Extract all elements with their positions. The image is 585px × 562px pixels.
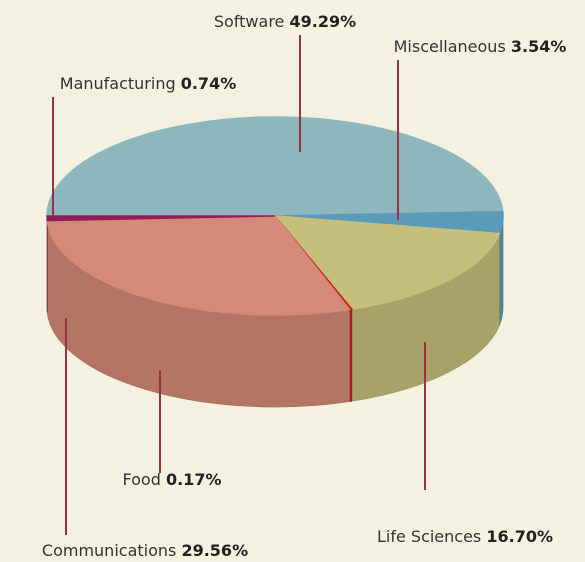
slice-name: Life Sciences	[377, 527, 481, 546]
slice-name: Miscellaneous	[394, 37, 506, 56]
slice-value: 3.54%	[511, 37, 567, 56]
slice-value: 49.29%	[289, 12, 356, 31]
slice-name: Communications	[42, 541, 176, 560]
slice	[46, 215, 276, 222]
slice-value: 16.70%	[486, 527, 553, 546]
slice	[273, 215, 501, 311]
slice-label: Life Sciences 16.70%	[377, 527, 553, 546]
slice-value: 29.56%	[181, 541, 248, 560]
slice-label: Software 49.29%	[214, 12, 356, 31]
slice-value: 0.74%	[181, 74, 237, 93]
slice-label: Miscellaneous 3.54%	[394, 37, 567, 56]
slice	[46, 215, 351, 316]
slice-label: Manufacturing 0.74%	[60, 74, 236, 93]
slice-name: Food	[123, 470, 161, 489]
side-walls	[46, 215, 504, 408]
slice-name: Software	[214, 12, 285, 31]
slice-label: Food 0.17%	[123, 470, 222, 489]
slice	[46, 116, 504, 217]
slice-value: 0.17%	[166, 470, 222, 489]
slice-label: Communications 29.56%	[42, 541, 248, 560]
slice-tops	[46, 116, 504, 316]
slice-side	[349, 308, 353, 402]
slice-name: Manufacturing	[60, 74, 176, 93]
